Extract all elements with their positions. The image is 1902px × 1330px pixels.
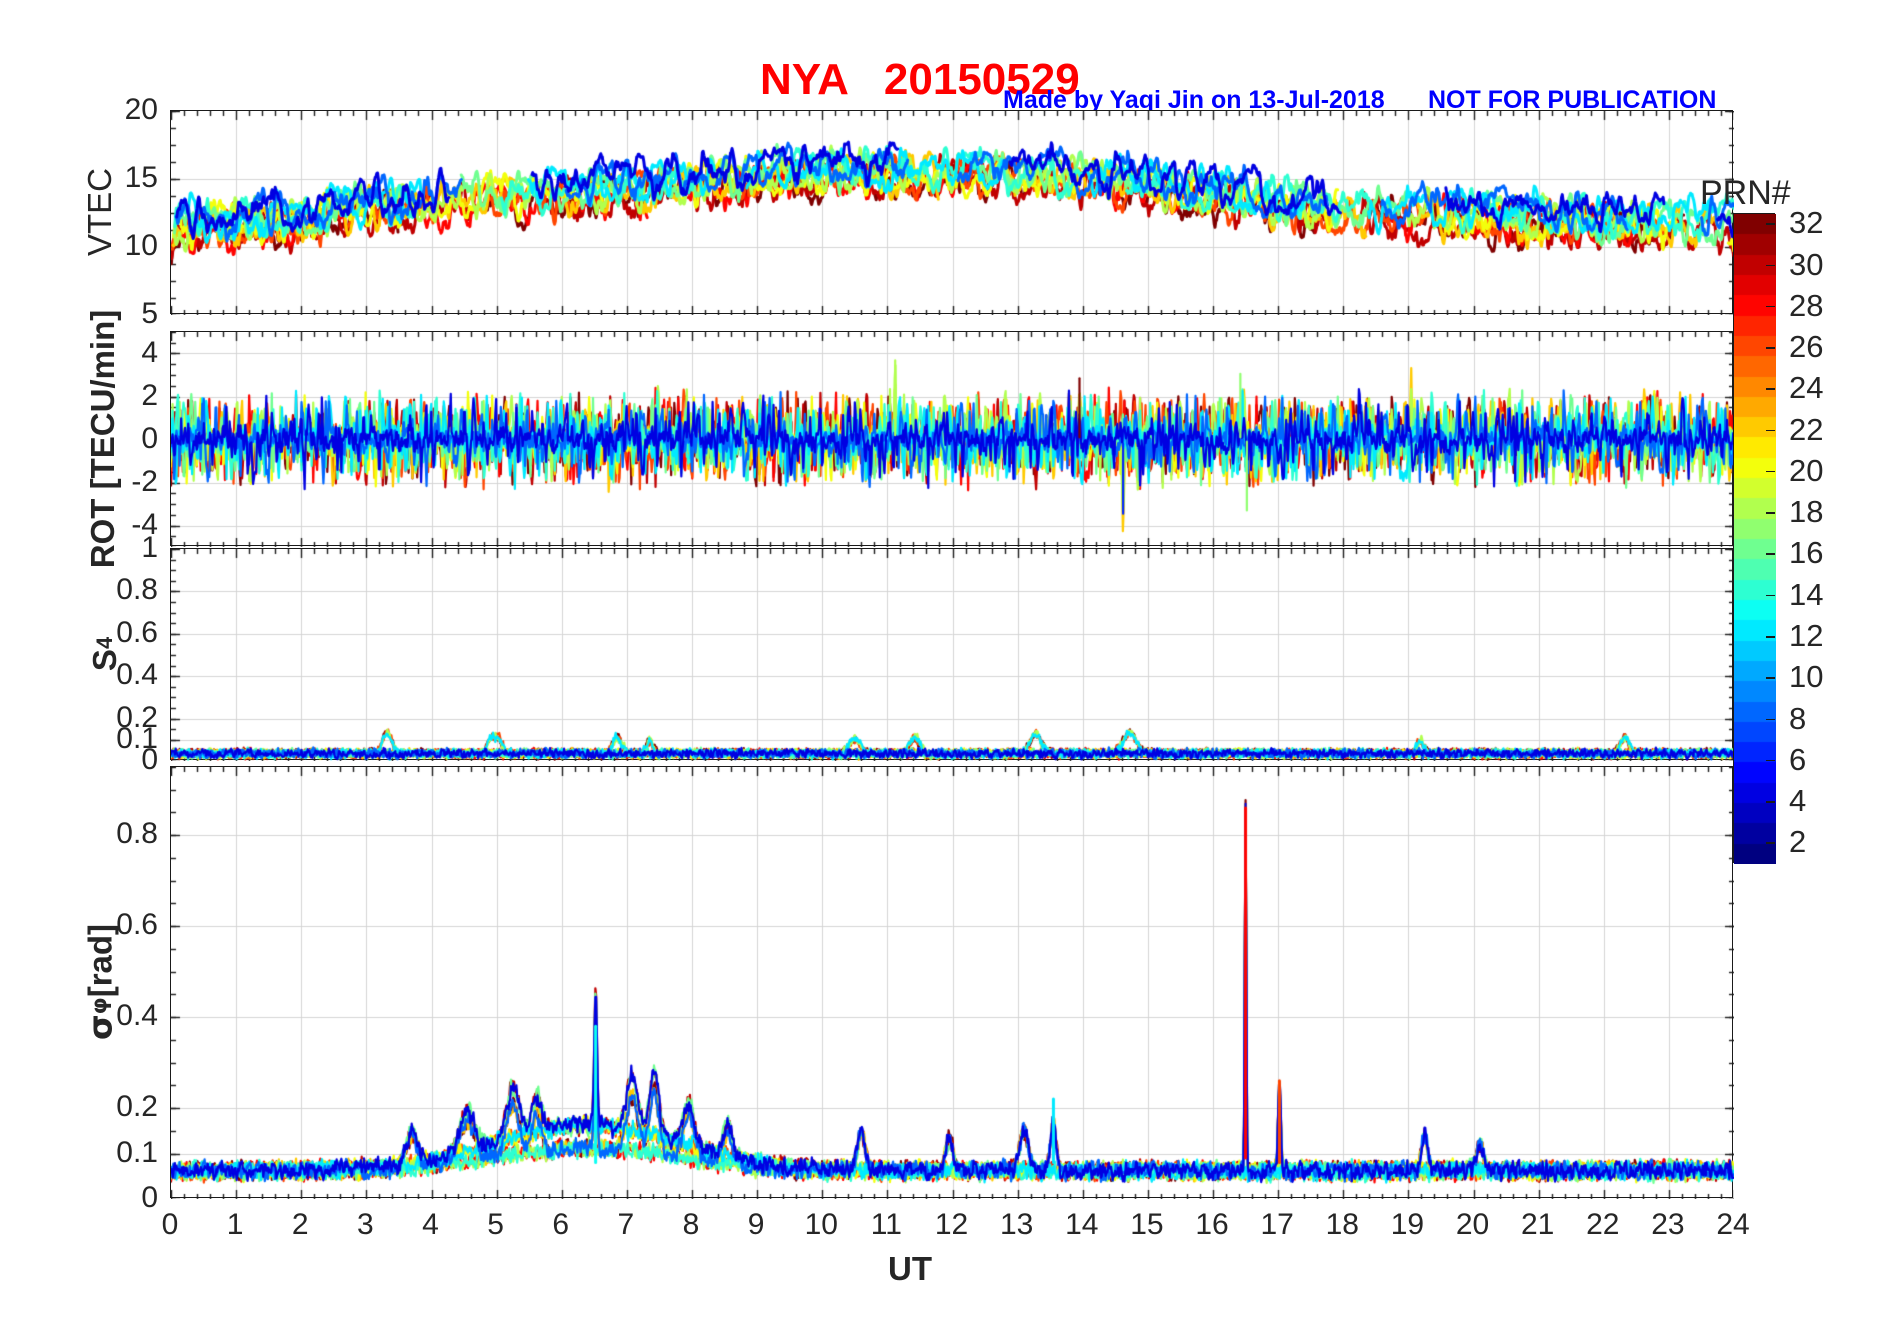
- colorbar-tick-13: 6: [1789, 741, 1807, 777]
- x-tick-9: 9: [747, 1208, 765, 1241]
- colorbar-tickmark-15: [1766, 842, 1775, 844]
- x-tick-22: 22: [1586, 1208, 1620, 1241]
- figure-title: NYA 20150529: [760, 55, 1080, 104]
- x-tick-17: 17: [1260, 1208, 1294, 1241]
- y-tick-rot-4: -4: [131, 507, 158, 541]
- y-tick-sigmaphi-5: 0: [141, 1181, 158, 1214]
- x-tick-2: 2: [291, 1208, 309, 1241]
- x-tick-5: 5: [487, 1208, 504, 1241]
- y-tick-s4-0: 1: [141, 531, 158, 564]
- y-tick-s4-6: 0: [141, 743, 158, 776]
- colorbar-tickmark-14: [1766, 801, 1775, 803]
- x-tick-16: 16: [1195, 1208, 1229, 1241]
- y-tick-rot-0: 4: [141, 335, 158, 369]
- colorbar-tickmark-1: [1766, 264, 1775, 267]
- y-tick-sigmaphi-3: 0.2: [116, 1090, 158, 1124]
- x-tick-18: 18: [1325, 1208, 1359, 1241]
- x-tick-15: 15: [1130, 1208, 1164, 1241]
- x-axis-label: UT: [888, 1250, 932, 1287]
- plot-canvas-rot: [171, 332, 1734, 547]
- colorbar-tick-10: 12: [1789, 618, 1824, 654]
- y-tick-s4-2: 0.6: [116, 615, 158, 649]
- colorbar-tick-6: 20: [1789, 452, 1824, 488]
- y-tick-s4-4: 0.2: [116, 700, 158, 734]
- y-tick-sigmaphi-1: 0.6: [116, 908, 158, 942]
- plot-canvas-sigmaphi: [171, 767, 1734, 1199]
- y-tick-rot-2: 0: [141, 421, 158, 455]
- x-tick-19: 19: [1390, 1208, 1425, 1241]
- not-for-publication-annotation: NOT FOR PUBLICATION: [1428, 86, 1717, 114]
- x-tick-10: 10: [804, 1208, 838, 1241]
- y-tick-vtec-3: 5: [141, 297, 158, 330]
- colorbar-tickmark-5: [1766, 429, 1775, 432]
- y-tick-s4-5: 0.1: [116, 721, 158, 755]
- colorbar-tickmark-12: [1766, 718, 1775, 721]
- plot-canvas-vtec: [171, 111, 1734, 315]
- y-tick-s4-1: 0.8: [116, 573, 158, 607]
- y-tick-vtec-1: 15: [124, 161, 158, 194]
- colorbar-tickmark-10: [1766, 636, 1775, 638]
- x-tick-13: 13: [999, 1208, 1034, 1241]
- colorbar-tickmark-6: [1766, 470, 1775, 473]
- y-tick-vtec-0: 20: [124, 93, 158, 126]
- y-tick-rot-3: -2: [131, 464, 158, 498]
- x-tick-6: 6: [552, 1208, 570, 1241]
- colorbar-tickmark-8: [1766, 553, 1775, 555]
- colorbar-tickmark-11: [1766, 677, 1775, 679]
- colorbar-tick-8: 16: [1789, 535, 1824, 571]
- plot-panel-s4[interactable]: [170, 548, 1734, 761]
- colorbar-tick-5: 22: [1789, 411, 1824, 447]
- y-tick-rot-1: 2: [141, 378, 158, 412]
- x-tick-20: 20: [1455, 1208, 1490, 1241]
- colorbar-tick-15: 2: [1789, 824, 1807, 860]
- y-tick-s4-3: 0.4: [116, 658, 158, 692]
- x-tick-7: 7: [617, 1208, 635, 1241]
- colorbar-tick-4: 24: [1789, 370, 1824, 406]
- y-tick-sigmaphi-2: 0.4: [116, 999, 158, 1033]
- made-by-annotation: Made by Yaqi Jin on 13-Jul-2018: [1003, 86, 1385, 114]
- colorbar-tick-12: 8: [1789, 700, 1807, 736]
- colorbar-tick-11: 10: [1789, 659, 1824, 695]
- x-tick-12: 12: [934, 1208, 969, 1241]
- colorbar-tickmark-9: [1766, 594, 1775, 597]
- x-tick-23: 23: [1651, 1208, 1685, 1241]
- y-tick-sigmaphi-0: 0.8: [116, 817, 158, 851]
- x-tick-24: 24: [1716, 1208, 1750, 1241]
- plot-panel-sigmaphi[interactable]: [170, 766, 1734, 1199]
- x-tick-21: 21: [1520, 1208, 1555, 1241]
- x-tick-1: 1: [226, 1208, 244, 1241]
- x-tick-8: 8: [682, 1208, 700, 1241]
- colorbar-tick-0: 32: [1789, 205, 1824, 241]
- y-tick-vtec-2: 10: [124, 229, 158, 262]
- plot-panel-vtec[interactable]: [170, 110, 1734, 315]
- colorbar-tickmark-0: [1766, 223, 1775, 225]
- colorbar-tick-7: 18: [1789, 494, 1824, 530]
- colorbar-gradient: [1734, 214, 1776, 864]
- x-tick-14: 14: [1065, 1208, 1099, 1241]
- x-tick-4: 4: [422, 1208, 439, 1241]
- colorbar-tickmark-13: [1766, 759, 1775, 762]
- colorbar-title: PRN#: [1700, 174, 1791, 212]
- x-tick-3: 3: [357, 1208, 374, 1241]
- plot-panel-rot[interactable]: [170, 331, 1734, 547]
- colorbar-tick-9: 14: [1789, 576, 1824, 612]
- x-tick-0: 0: [161, 1208, 179, 1241]
- colorbar-tick-1: 30: [1789, 246, 1824, 282]
- colorbar-tick-2: 28: [1789, 287, 1824, 323]
- colorbar-tick-3: 26: [1789, 329, 1824, 365]
- y-tick-sigmaphi-4: 0.1: [116, 1135, 158, 1169]
- x-tick-11: 11: [870, 1208, 902, 1241]
- colorbar[interactable]: [1733, 213, 1776, 864]
- colorbar-tickmark-7: [1766, 512, 1775, 514]
- colorbar-tick-14: 4: [1789, 783, 1807, 819]
- colorbar-tickmark-4: [1766, 388, 1775, 390]
- plot-canvas-s4: [171, 549, 1734, 761]
- colorbar-tickmark-3: [1766, 347, 1775, 349]
- colorbar-tickmark-2: [1766, 305, 1775, 308]
